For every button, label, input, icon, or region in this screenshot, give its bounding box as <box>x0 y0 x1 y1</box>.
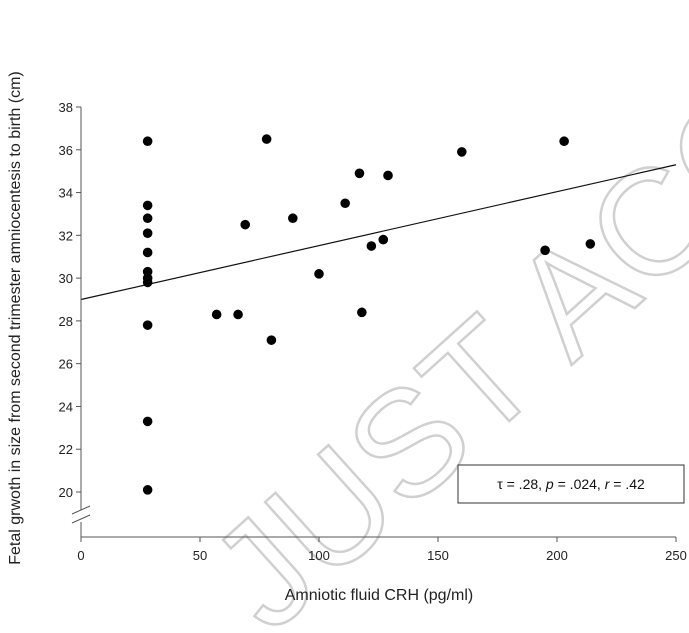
x-tick-label-50: 50 <box>193 548 207 563</box>
annotation-r: r <box>605 476 611 492</box>
y-axis-break-mark-2 <box>71 514 91 524</box>
trendline <box>80 164 677 301</box>
data-point-2 <box>142 213 153 224</box>
annotation-frame <box>457 464 685 504</box>
stats-annotation-box: τ = .28, p = .024, r = .42 <box>457 464 685 504</box>
data-point-7 <box>142 277 153 288</box>
y-tick-label-30: 30 <box>59 271 73 286</box>
data-point-12 <box>233 309 243 320</box>
data-point-8 <box>142 320 153 330</box>
data-point-17 <box>314 269 324 279</box>
y-tick-label-22: 22 <box>59 442 73 457</box>
data-point-20 <box>357 307 367 318</box>
x-tick-label-150: 150 <box>427 548 449 563</box>
data-point-0 <box>142 136 153 147</box>
x-tick-label-100: 100 <box>308 548 330 563</box>
data-point-24 <box>457 147 467 157</box>
data-point-22 <box>378 234 389 245</box>
x-tick-label-250: 250 <box>665 548 687 563</box>
data-point-27 <box>585 239 596 249</box>
x-tick-label-0: 0 <box>77 548 84 563</box>
y-tick-label-34: 34 <box>59 186 73 201</box>
y-tick-label-36: 36 <box>59 143 73 158</box>
data-point-16 <box>288 213 298 224</box>
watermark-text: JUST ACCEPTED <box>179 0 689 633</box>
annotation-p-value: = .024, <box>554 476 605 492</box>
data-point-23 <box>383 170 393 181</box>
annotation-tau: τ = .28, <box>497 476 546 492</box>
y-tick-label-24: 24 <box>59 399 73 414</box>
x-axis-title: Amniotic fluid CRH (pg/ml) <box>285 587 473 604</box>
data-point-26 <box>559 136 569 147</box>
data-point-10 <box>142 485 153 495</box>
annotation-p: p <box>545 476 554 492</box>
y-axis-break-mark-1 <box>71 505 91 515</box>
data-point-4 <box>142 247 153 258</box>
data-point-9 <box>142 416 153 427</box>
data-point-18 <box>340 198 350 209</box>
axes: 0 50 100 150 200 250 20 22 24 26 28 30 32 34 36 38 <box>59 100 687 563</box>
y-axis-title: Fetal grwoth in size from second trimest… <box>7 71 24 565</box>
data-point-1 <box>142 200 153 211</box>
y-tick-label-26: 26 <box>59 357 73 372</box>
data-point-13 <box>240 219 251 230</box>
y-tick-label-38: 38 <box>59 100 73 115</box>
data-point-15 <box>266 335 277 345</box>
x-tick-label-200: 200 <box>546 548 568 563</box>
data-point-21 <box>366 241 377 251</box>
annotation-text: τ = .28, p = .024, r = .42 <box>497 476 645 492</box>
data-point-14 <box>261 134 272 144</box>
annotation-r-value: = .42 <box>609 476 645 492</box>
data-point-19 <box>354 168 365 179</box>
data-point-3 <box>142 228 153 238</box>
y-tick-label-32: 32 <box>59 228 73 243</box>
y-tick-label-28: 28 <box>59 314 73 329</box>
data-point-11 <box>211 309 222 320</box>
y-tick-label-20: 20 <box>59 485 73 500</box>
plot-area <box>80 134 677 495</box>
data-point-25 <box>540 245 550 256</box>
